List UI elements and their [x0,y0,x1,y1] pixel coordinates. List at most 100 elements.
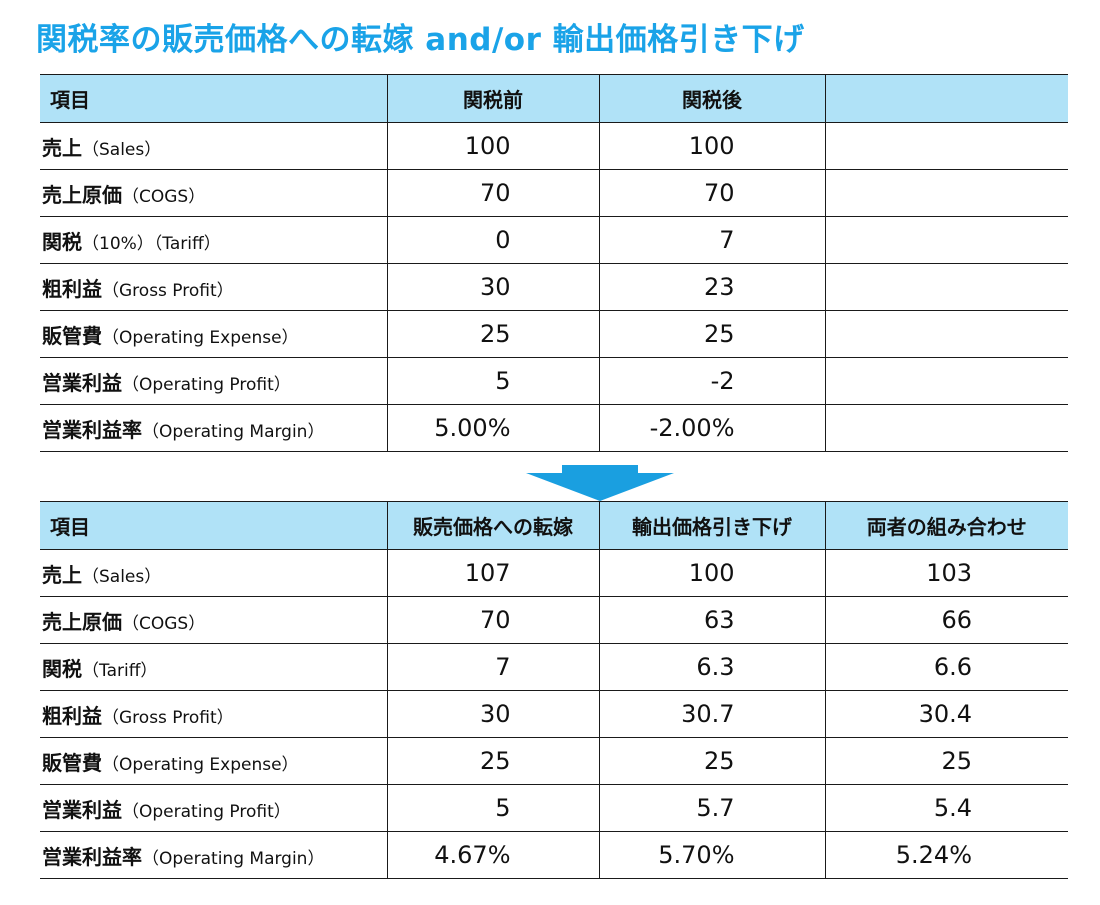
cell-value: 30.7 [598,690,825,738]
cell-value: 100 [386,122,599,170]
arrow-down-icon [526,465,674,501]
cell-value: 5 [386,357,599,405]
cell-value: 7 [386,643,599,691]
table-row: 売上原価（COGS） 70 63 66 [40,596,1068,644]
cell-value: 5.4 [824,784,1068,832]
row-label-jp: 営業利益率 [42,844,142,869]
cell-value: 100 [598,549,825,597]
row-label: 営業利益率（Operating Margin） [40,831,387,879]
row-label: 粗利益（Gross Profit） [40,263,387,311]
cell-value: 25 [386,737,599,785]
page-title: 関税率の販売価格への転嫁 and/or 輸出価格引き下げ [36,22,805,58]
row-label-en: （Operating Expense） [102,754,299,775]
table-header-row: 項目 販売価格への転嫁 輸出価格引き下げ 両者の組み合わせ [40,501,1068,550]
cell-value [824,169,1068,217]
cell-value: 5.00% [386,404,599,452]
cell-value: 25 [598,737,825,785]
table-row: 営業利益（Operating Profit） 5 5.7 5.4 [40,784,1068,832]
row-label-en: （Gross Profit） [102,280,234,301]
row-label: 粗利益（Gross Profit） [40,690,387,738]
row-label: 関税（Tariff） [40,643,387,691]
row-label-en: （Operating Expense） [102,327,299,348]
cell-value: 30 [386,263,599,311]
row-label-jp: 販管費 [42,750,102,775]
cell-value: 100 [598,122,825,170]
row-label: 営業利益（Operating Profit） [40,357,387,405]
header-before-tariff: 関税前 [386,74,599,123]
table-header-row: 項目 関税前 関税後 [40,74,1068,123]
row-label-en: （Operating Margin） [142,848,325,869]
row-label: 売上原価（COGS） [40,169,387,217]
cell-value: 25 [598,310,825,358]
row-label-en: （Sales） [82,139,162,160]
header-item: 項目 [40,74,387,123]
cell-value [824,216,1068,264]
cell-value: 5.7 [598,784,825,832]
cell-value: 66 [824,596,1068,644]
row-label-jp: 関税 [42,656,82,681]
row-label-jp: 営業利益 [42,797,122,822]
cell-value: 25 [824,737,1068,785]
cell-value: -2 [598,357,825,405]
cell-value [824,122,1068,170]
row-label-jp: 営業利益率 [42,417,142,442]
row-label-jp: 売上 [42,135,82,160]
header-export-price-cut: 輸出価格引き下げ [598,501,825,550]
row-label-en: （Operating Profit） [122,374,291,395]
table-row: 粗利益（Gross Profit） 30 30.7 30.4 [40,690,1068,738]
cell-value [824,404,1068,452]
row-label: 販管費（Operating Expense） [40,310,387,358]
cell-value [824,263,1068,311]
cell-value: 107 [386,549,599,597]
cell-value: 30.4 [824,690,1068,738]
header-empty [824,74,1068,123]
cell-value: 7 [598,216,825,264]
table-row: 売上原価（COGS） 70 70 [40,169,1068,217]
cell-value: 5.70% [598,831,825,879]
row-label-jp: 売上原価 [42,182,122,207]
cell-value: 6.6 [824,643,1068,691]
row-label-jp: 関税 [42,229,82,254]
cell-value: 5 [386,784,599,832]
scenario-comparison-table: 項目 販売価格への転嫁 輸出価格引き下げ 両者の組み合わせ 売上（Sales） 1… [40,501,1068,879]
row-label: 売上（Sales） [40,549,387,597]
row-label-en: （Operating Margin） [142,421,325,442]
cell-value: 5.24% [824,831,1068,879]
table-row: 営業利益率（Operating Margin） 5.00% -2.00% [40,404,1068,452]
tariff-before-after-table: 項目 関税前 関税後 売上（Sales） 100 100 売上原価（COGS） 70 70… [40,74,1068,452]
table-row: 販管費（Operating Expense） 25 25 25 [40,737,1068,785]
cell-value: -2.00% [598,404,825,452]
cell-value: 6.3 [598,643,825,691]
row-label-jp: 営業利益 [42,370,122,395]
row-label-en: （Operating Profit） [122,801,291,822]
header-after-tariff: 関税後 [598,74,825,123]
table-row: 関税（Tariff） 7 6.3 6.6 [40,643,1068,691]
table-row: 営業利益率（Operating Margin） 4.67% 5.70% 5.24% [40,831,1068,879]
cell-value [824,310,1068,358]
row-label: 売上（Sales） [40,122,387,170]
row-label-jp: 販管費 [42,323,102,348]
cell-value: 4.67% [386,831,599,879]
row-label-en: （COGS） [122,613,206,634]
row-label: 営業利益（Operating Profit） [40,784,387,832]
row-label-en: （Tariff） [82,660,158,681]
row-label: 販管費（Operating Expense） [40,737,387,785]
cell-value: 63 [598,596,825,644]
cell-value [824,357,1068,405]
row-label-en: （10%）（Tariff） [82,233,221,254]
header-combination: 両者の組み合わせ [824,501,1068,550]
cell-value: 0 [386,216,599,264]
table-row: 営業利益（Operating Profit） 5 -2 [40,357,1068,405]
cell-value: 25 [386,310,599,358]
cell-value: 70 [386,169,599,217]
cell-value: 70 [598,169,825,217]
table-row: 売上（Sales） 107 100 103 [40,549,1068,597]
table-row: 販管費（Operating Expense） 25 25 [40,310,1068,358]
row-label: 営業利益率（Operating Margin） [40,404,387,452]
row-label-en: （Sales） [82,566,162,587]
row-label-jp: 粗利益 [42,703,102,728]
header-item: 項目 [40,501,387,550]
cell-value: 103 [824,549,1068,597]
row-label-en: （Gross Profit） [102,707,234,728]
row-label: 売上原価（COGS） [40,596,387,644]
